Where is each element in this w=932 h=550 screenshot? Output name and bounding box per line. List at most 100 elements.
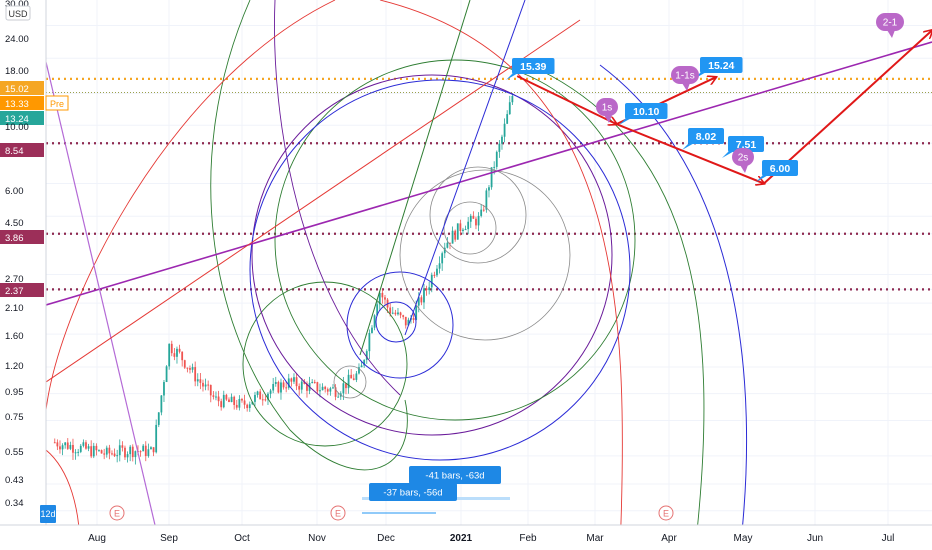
price-marker[interactable]: 13.33 Pre [0,95,69,111]
candle-body [311,381,314,383]
fib-circle[interactable] [399,169,571,341]
earnings-circle [658,505,674,521]
price-marker[interactable]: 8.54 [0,143,44,157]
blue-price-label[interactable]: 10.10 [619,103,668,125]
trend-line-green[interactable] [359,0,471,356]
fib-circle[interactable] [242,281,408,447]
candle-body [498,143,501,152]
trend-line-violet[interactable] [46,61,156,525]
earnings-marker[interactable]: E [109,505,125,521]
wave-bubble[interactable]: 2-1 [876,13,904,38]
candle-body [230,396,233,403]
candle-body [508,102,511,115]
candle-body [441,253,444,264]
earnings-marker[interactable]: E [658,505,674,521]
candle-body [384,297,386,300]
candle-body [267,393,269,400]
candle-body [378,292,381,305]
candle-body [66,442,69,449]
blue-price-label[interactable]: 8.02 [682,128,724,150]
blue-price-label[interactable]: 15.39 [506,58,555,80]
currency-badge[interactable]: USD [5,5,31,21]
candle-body [412,318,415,320]
candle-body [202,382,204,387]
fib-arc[interactable] [46,0,336,411]
blue-label-text: 15.24 [708,60,734,72]
fib-circle[interactable] [333,365,367,399]
earnings-marker[interactable]: E [330,505,346,521]
candle-body [163,382,165,396]
candle-body [399,312,402,316]
trend-line-red[interactable] [46,19,581,383]
price-marker-text: 3.86 [5,233,24,244]
blue-label-text: 10.10 [633,106,659,118]
projection-arrow[interactable] [763,30,932,185]
candle-body [480,209,483,216]
price-marker[interactable]: 2.37 [0,283,44,297]
candle-body [469,215,472,222]
candle-body [168,343,171,367]
candle-body [464,229,467,231]
wave-bubble-bg [876,13,904,31]
price-tick-label: 24.00 [5,34,29,45]
price-marker[interactable]: 3.86 [0,230,44,244]
fib-arc[interactable] [379,0,623,550]
blue-price-label[interactable]: 7.51 [722,136,764,158]
candle-body [87,446,90,449]
fib-circle[interactable] [429,166,527,264]
candle-body [199,379,202,383]
range-label[interactable]: -37 bars, -56d [369,483,457,501]
candle-body [295,377,298,387]
candle-body [72,444,74,453]
candle-body [264,399,267,401]
fib-circle[interactable] [251,74,613,436]
range-label[interactable]: -41 bars, -63d [409,466,501,484]
blue-label-bg [688,128,724,144]
price-marker[interactable]: 13.24 [0,111,44,125]
candle-body [358,367,360,374]
trend-line-blue[interactable] [404,0,526,336]
wave-bubble-tail [604,115,612,123]
fib-circle[interactable] [443,201,497,255]
fib-circle[interactable] [249,79,631,461]
fib-circle[interactable] [274,59,636,421]
blue-price-label[interactable]: 6.00 [756,160,798,182]
price-marker-bg [0,143,44,157]
fib-circle[interactable] [375,301,417,343]
candle-body [397,312,399,315]
candle-body [298,386,301,390]
wave-bubble[interactable]: 1-1s [671,66,699,91]
fib-circle[interactable] [346,271,454,379]
wave-bubble-tail [887,30,895,38]
fib-arc[interactable] [46,449,80,550]
candle-body [129,446,132,455]
trend-line-purple[interactable] [46,41,932,306]
candle-body [92,445,95,457]
candle-body [225,394,228,400]
candle-body [212,395,215,397]
candle-body [95,445,98,451]
fib-arc[interactable] [274,0,401,396]
projection-arrow[interactable] [516,75,616,124]
candle-body [420,297,423,303]
projection-arrow[interactable] [616,123,763,183]
fib-arc[interactable] [210,0,408,471]
wave-bubble[interactable]: 2s [732,148,754,173]
price-tick-label: 0.43 [5,475,24,486]
price-tick-label: 2.70 [5,274,24,285]
candle-body [272,383,275,391]
candle-body [285,387,288,389]
candle-body [176,348,178,357]
blue-label-bg [512,58,555,74]
candle-body [100,450,103,454]
candle-body [501,136,503,144]
price-marker[interactable]: 15.02 [0,81,44,95]
grid [46,0,932,525]
wave-bubble[interactable]: 1s [596,98,618,123]
candle-body [436,268,438,276]
blue-label-tail [756,174,770,182]
candle-body [217,396,220,402]
candle-body [246,404,249,409]
